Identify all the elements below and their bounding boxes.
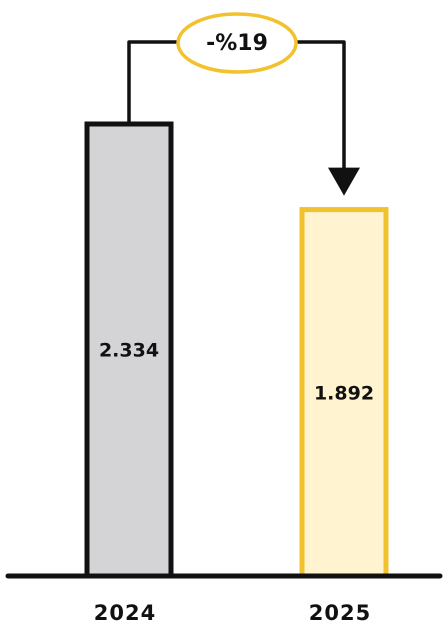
bar-value-label-2025: 1.892 <box>314 382 374 404</box>
bar-2024 <box>84 121 174 579</box>
x-tick-label-2025: 2025 <box>309 601 371 625</box>
change-label: -%19 <box>206 31 268 56</box>
change-badge <box>176 12 298 74</box>
bar-value-label-2024: 2.334 <box>99 340 159 362</box>
change-arrowhead-icon <box>328 167 360 196</box>
x-tick-label-2024: 2024 <box>94 601 156 625</box>
